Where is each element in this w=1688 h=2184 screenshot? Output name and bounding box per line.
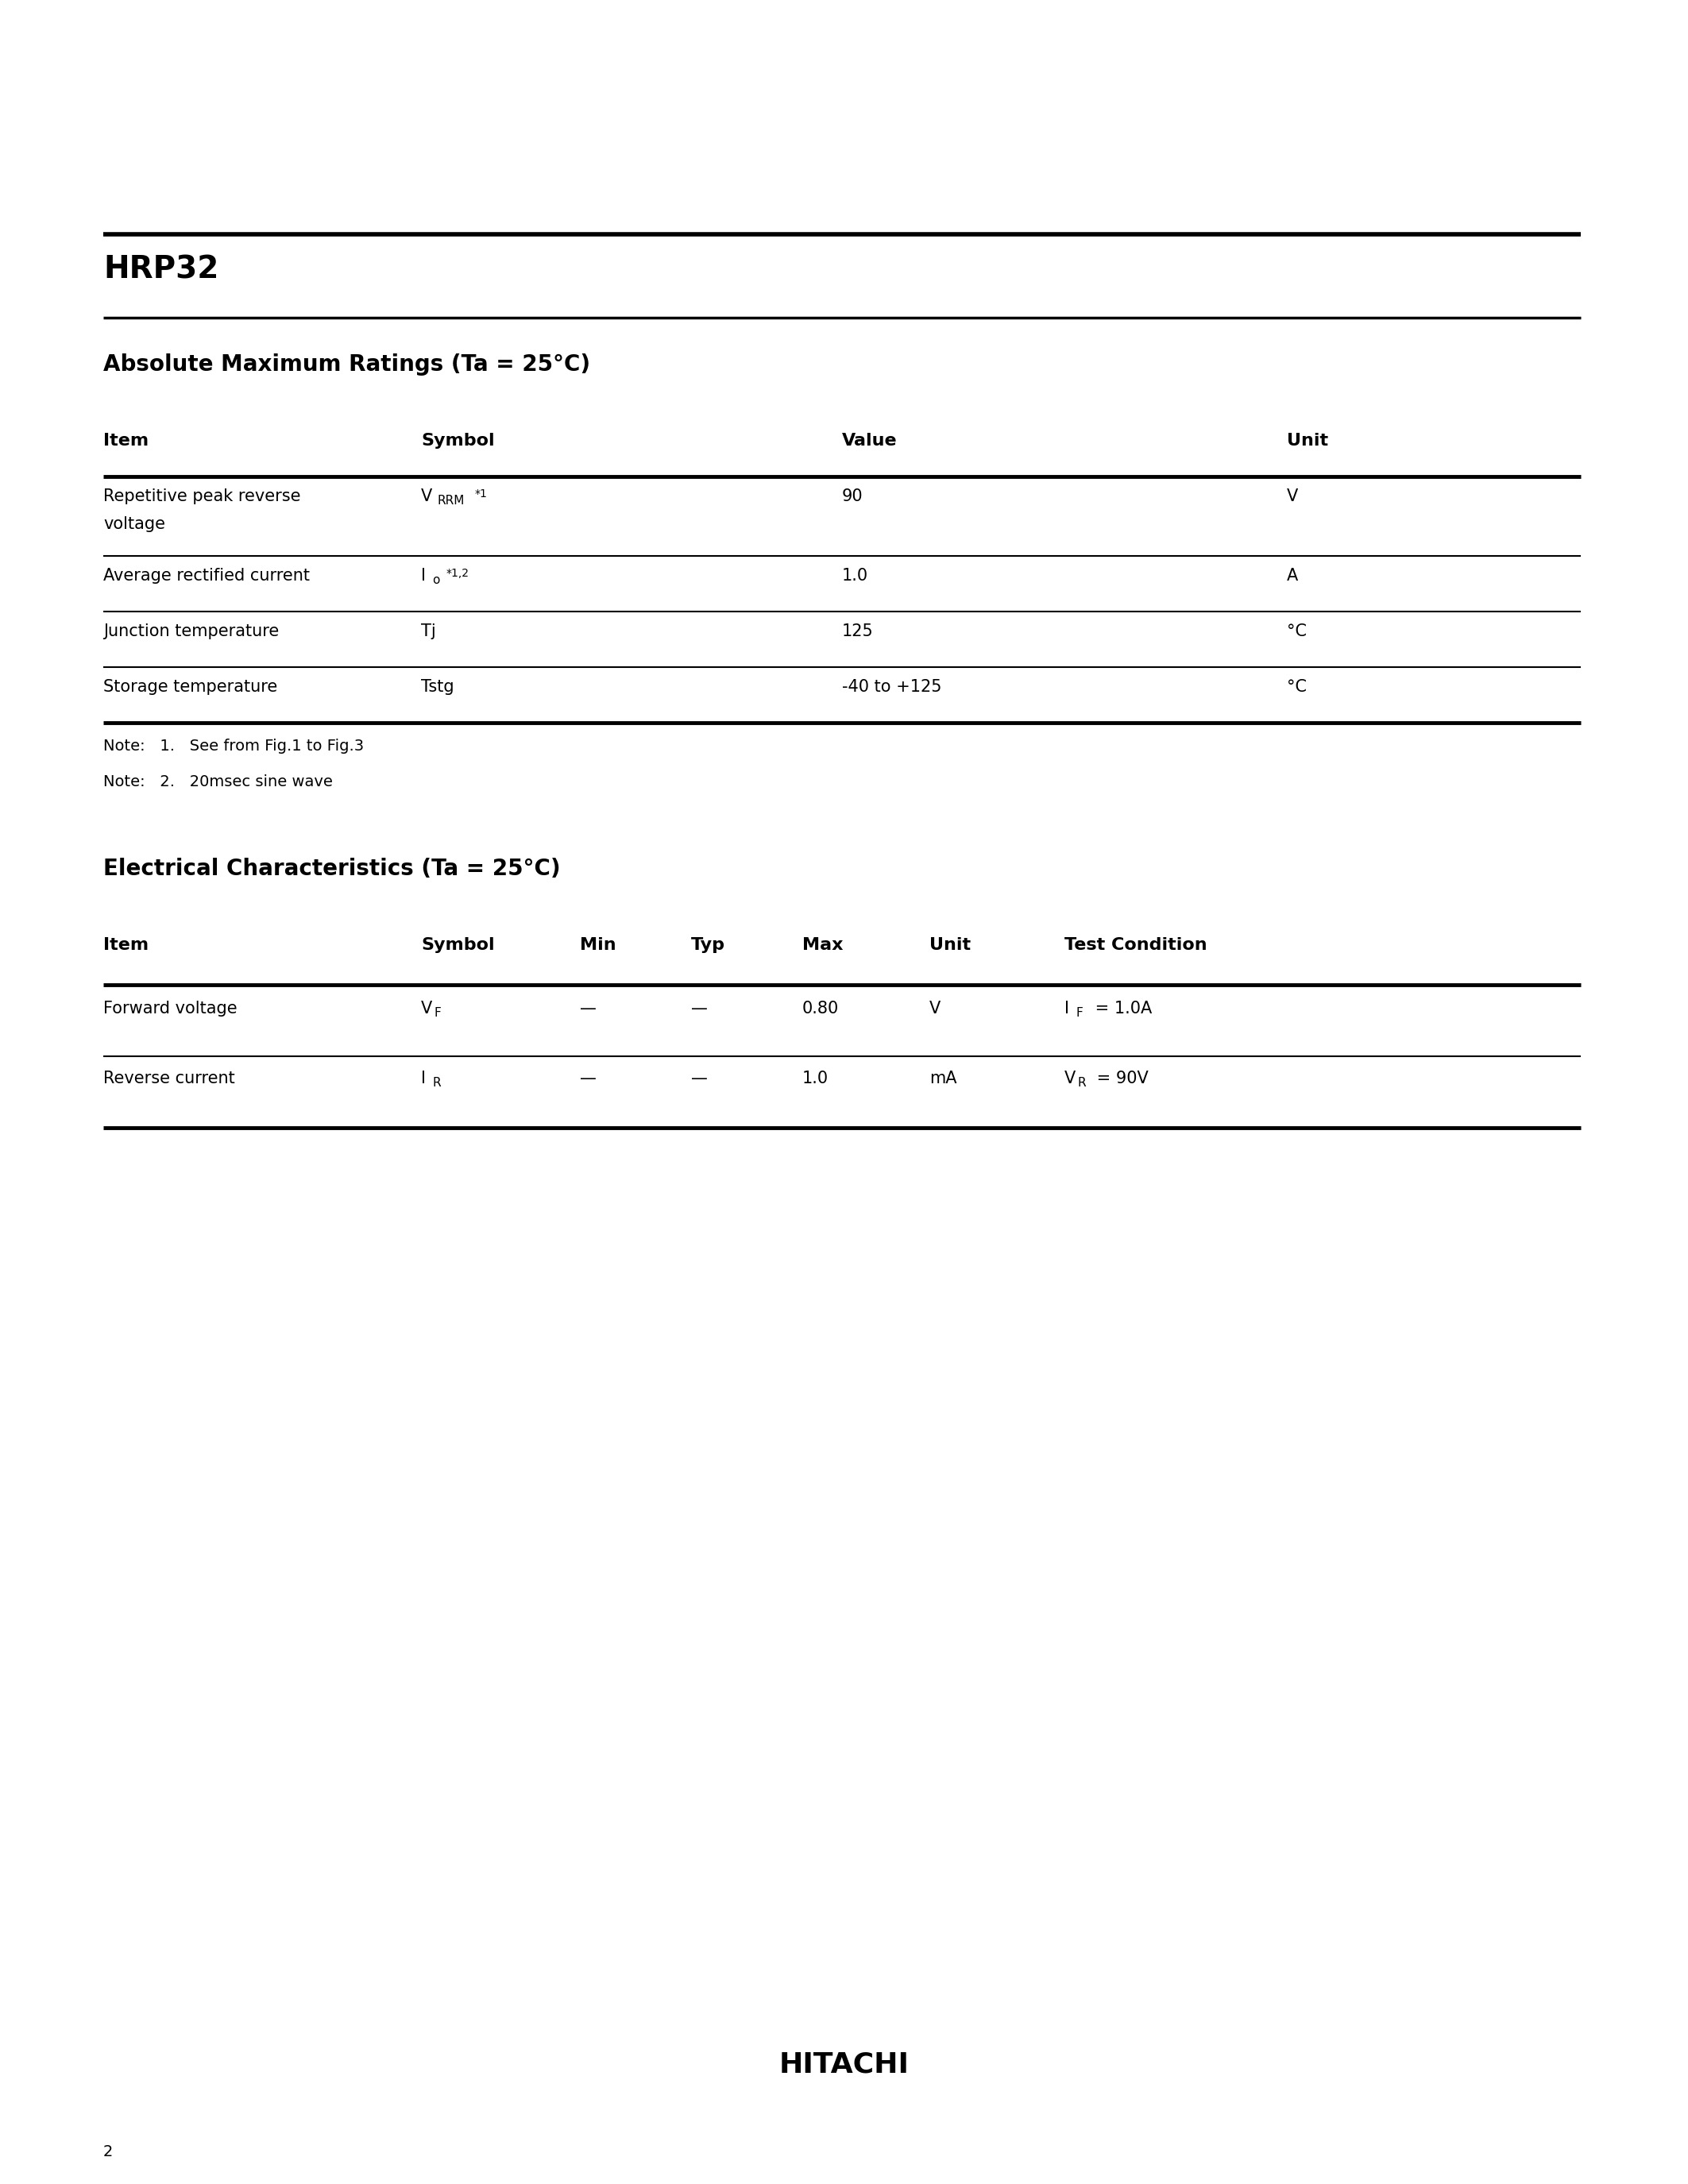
Text: 0.80: 0.80 [802, 1000, 839, 1016]
Text: F: F [1075, 1007, 1082, 1020]
Text: mA: mA [930, 1070, 957, 1085]
Text: Storage temperature: Storage temperature [103, 679, 277, 695]
Text: -40 to +125: -40 to +125 [842, 679, 942, 695]
Text: Test Condition: Test Condition [1065, 937, 1207, 952]
Text: Max: Max [802, 937, 844, 952]
Text: V: V [930, 1000, 940, 1016]
Text: A: A [1286, 568, 1298, 583]
Text: Value: Value [842, 432, 898, 448]
Text: Symbol: Symbol [420, 937, 495, 952]
Text: Typ: Typ [690, 937, 726, 952]
Text: Forward voltage: Forward voltage [103, 1000, 238, 1016]
Text: Note:   2.   20msec sine wave: Note: 2. 20msec sine wave [103, 775, 333, 788]
Text: Reverse current: Reverse current [103, 1070, 235, 1085]
Text: Repetitive peak reverse: Repetitive peak reverse [103, 489, 300, 505]
Text: Note:   1.   See from Fig.1 to Fig.3: Note: 1. See from Fig.1 to Fig.3 [103, 738, 365, 753]
Text: Electrical Characteristics (Ta = 25°C): Electrical Characteristics (Ta = 25°C) [103, 858, 560, 880]
Text: *1: *1 [474, 489, 488, 500]
Text: Unit: Unit [930, 937, 971, 952]
Text: Absolute Maximum Ratings (Ta = 25°C): Absolute Maximum Ratings (Ta = 25°C) [103, 354, 591, 376]
Text: = 1.0A: = 1.0A [1090, 1000, 1151, 1016]
Text: —: — [581, 1070, 596, 1085]
Text: °C: °C [1286, 622, 1307, 640]
Text: 1.0: 1.0 [802, 1070, 829, 1085]
Text: R: R [432, 1077, 441, 1090]
Text: Average rectified current: Average rectified current [103, 568, 311, 583]
Text: *1,2: *1,2 [446, 568, 469, 579]
Text: Tj: Tj [420, 622, 436, 640]
Text: V: V [1286, 489, 1298, 505]
Text: V: V [420, 489, 432, 505]
Text: I: I [420, 568, 425, 583]
Text: Min: Min [581, 937, 616, 952]
Text: Item: Item [103, 432, 149, 448]
Text: V: V [1065, 1070, 1075, 1085]
Text: I: I [1065, 1000, 1069, 1016]
Text: —: — [581, 1000, 596, 1016]
Text: F: F [434, 1007, 441, 1020]
Text: —: — [690, 1070, 707, 1085]
Text: 2: 2 [103, 2145, 113, 2160]
Text: HITACHI: HITACHI [778, 2051, 910, 2079]
Text: I: I [420, 1070, 425, 1085]
Text: °C: °C [1286, 679, 1307, 695]
Text: 90: 90 [842, 489, 863, 505]
Text: Tstg: Tstg [420, 679, 454, 695]
Text: = 90V: = 90V [1092, 1070, 1148, 1085]
Text: RRM: RRM [437, 496, 464, 507]
Text: 1.0: 1.0 [842, 568, 868, 583]
Text: Unit: Unit [1286, 432, 1328, 448]
Text: 125: 125 [842, 622, 874, 640]
Text: Junction temperature: Junction temperature [103, 622, 279, 640]
Text: Symbol: Symbol [420, 432, 495, 448]
Text: o: o [432, 574, 439, 585]
Text: —: — [690, 1000, 707, 1016]
Text: voltage: voltage [103, 515, 165, 533]
Text: R: R [1077, 1077, 1085, 1090]
Text: HRP32: HRP32 [103, 253, 219, 284]
Text: Item: Item [103, 937, 149, 952]
Text: V: V [420, 1000, 432, 1016]
